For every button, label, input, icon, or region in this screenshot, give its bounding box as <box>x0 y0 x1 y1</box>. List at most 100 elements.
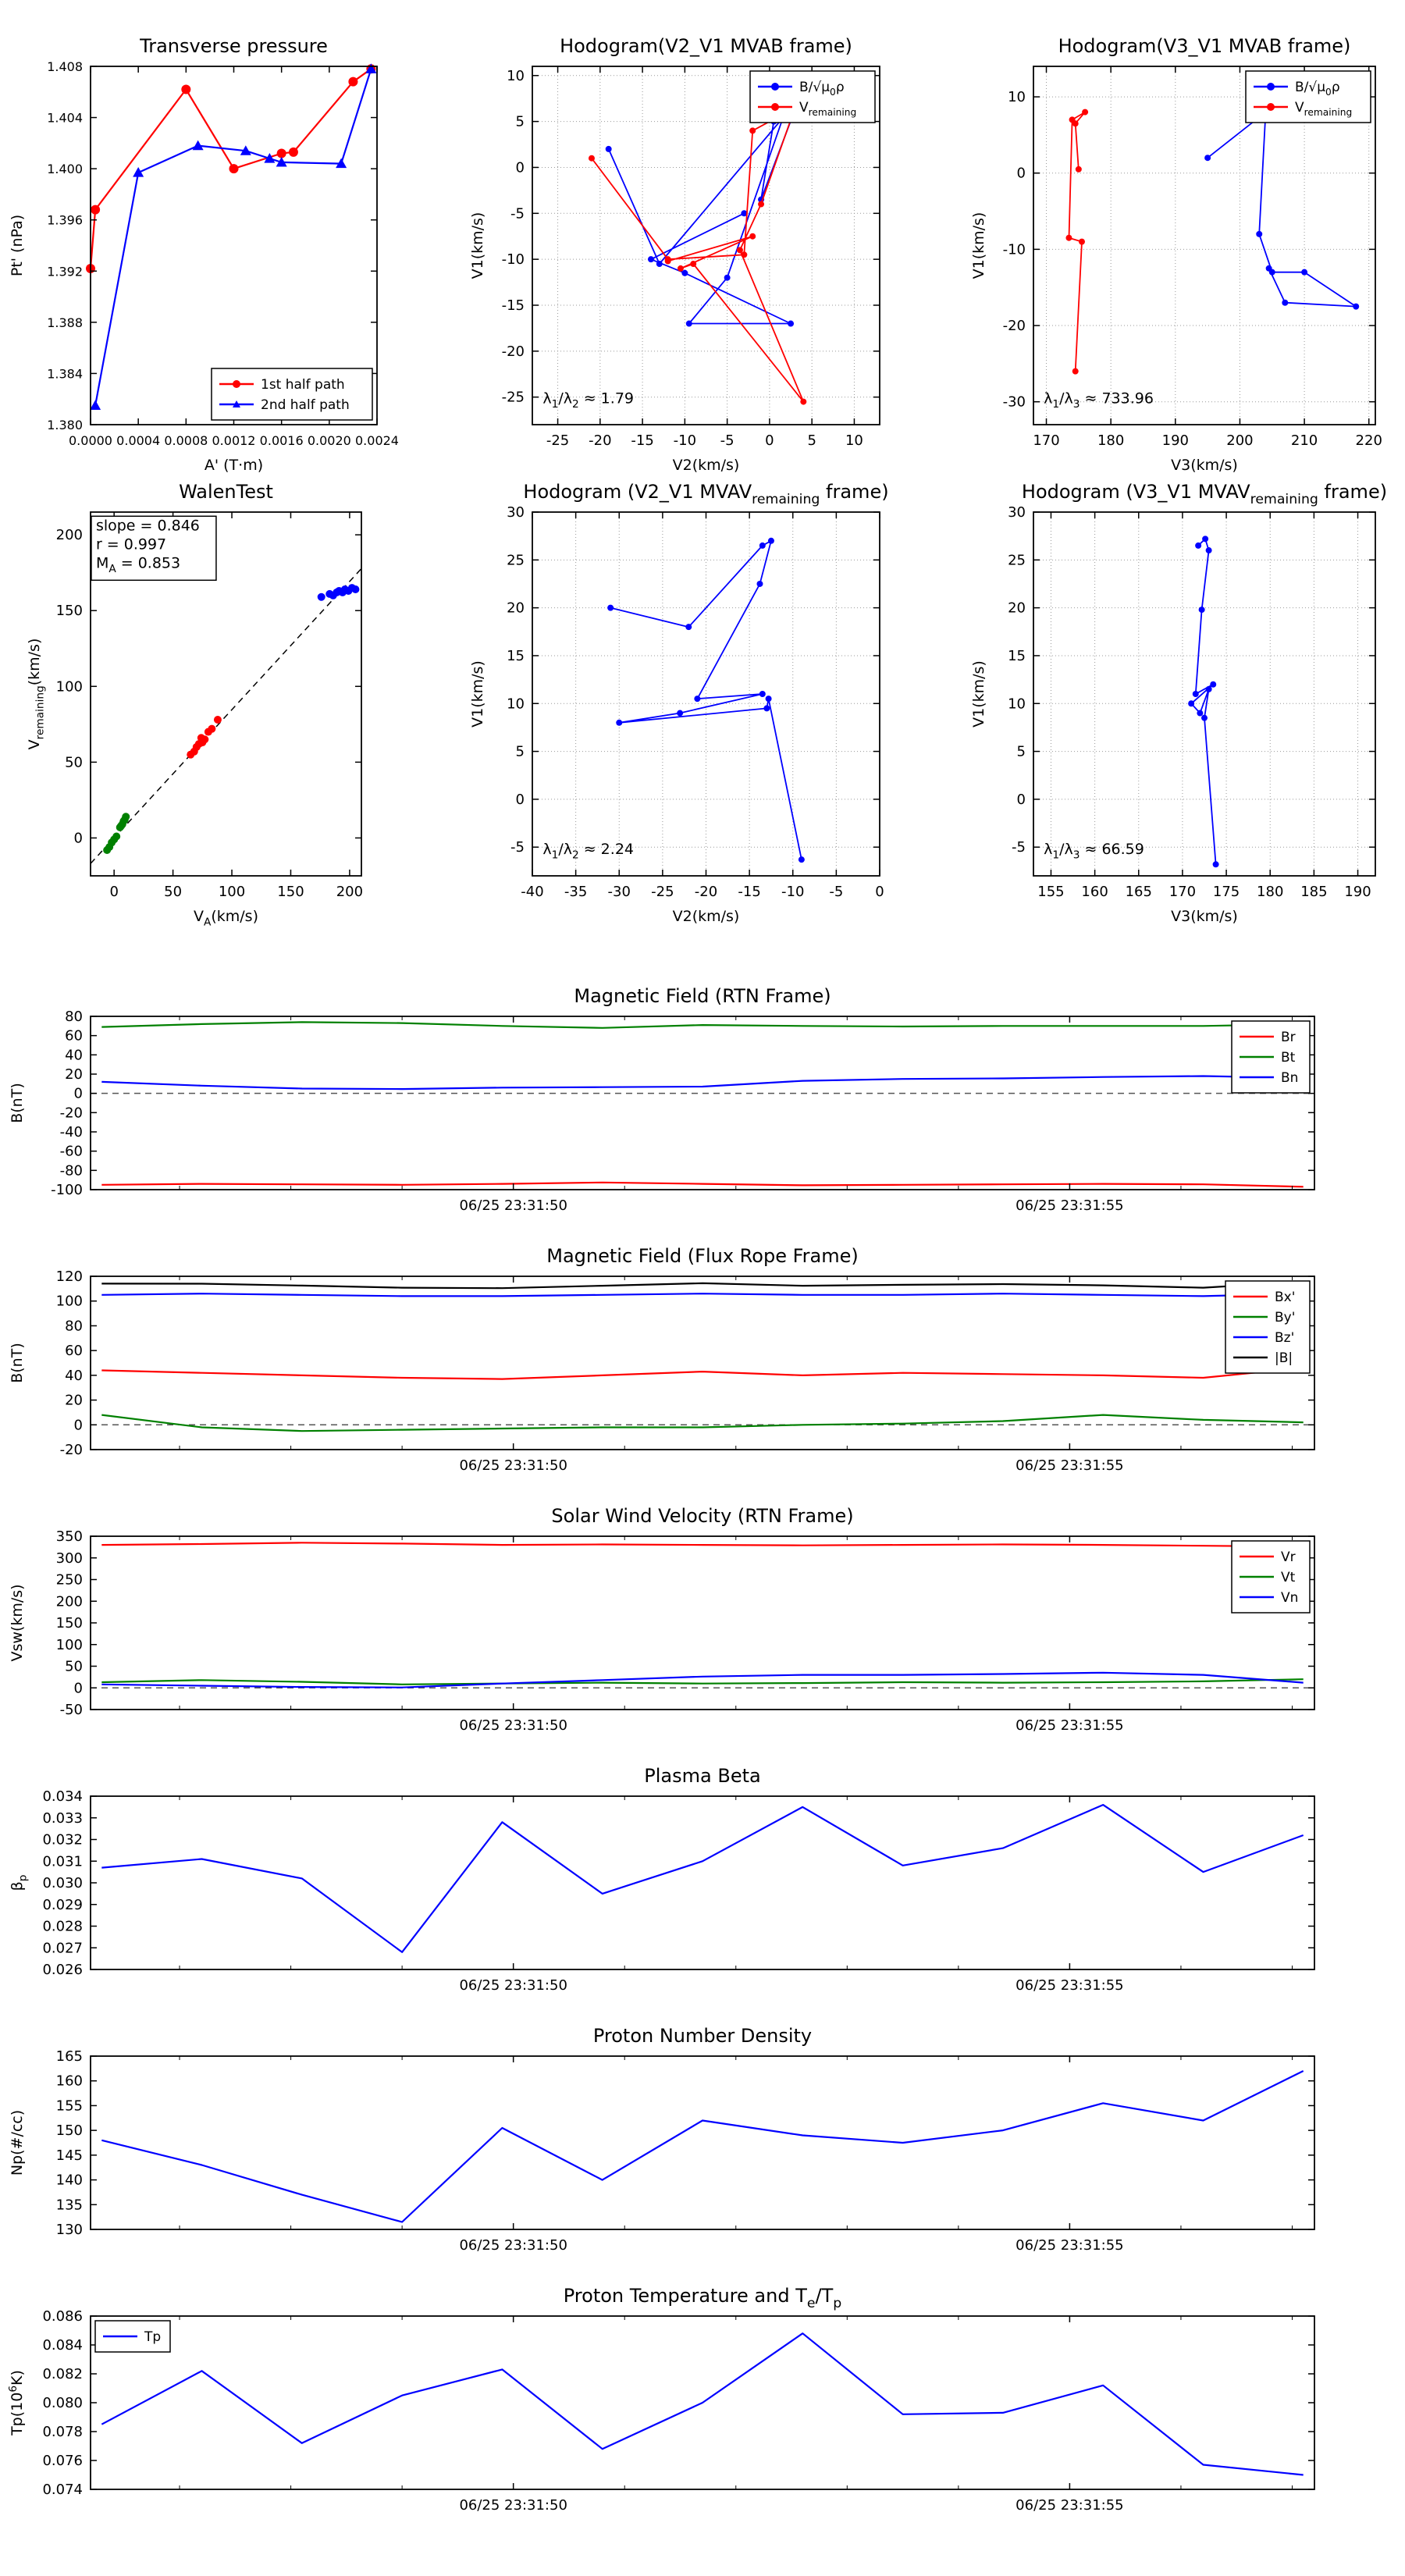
y-axis-label: βp <box>9 1875 30 1891</box>
marker-dot <box>616 719 623 726</box>
legend-label: Bx' <box>1275 1290 1295 1305</box>
x-tick-label: 185 <box>1300 884 1327 900</box>
x-tick-label: 5 <box>807 432 816 449</box>
legend-label: Tp <box>144 2329 161 2345</box>
y-tick-label: 50 <box>65 1659 83 1675</box>
y-tick-label: -40 <box>60 1124 83 1140</box>
marker-circle <box>288 147 298 157</box>
y-axis-label: Vsw(km/s) <box>9 1584 26 1661</box>
marker-dot <box>1072 368 1079 375</box>
y-tick-label: 0 <box>74 1680 83 1696</box>
series-2nd half path <box>94 68 372 406</box>
marker-dot <box>1301 269 1308 276</box>
y-tick-label: 0.034 <box>42 1788 83 1805</box>
y-tick-label: 0 <box>516 159 525 176</box>
chart-title: Proton Temperature and Te/Tp <box>564 2285 842 2311</box>
annotation-text: r = 0.997 <box>96 535 166 553</box>
y-tick-label: -15 <box>502 297 525 314</box>
x-tick-label: 0.0024 <box>355 433 399 448</box>
y-axis-label: V1(km/s) <box>469 212 486 279</box>
x-tick-label: -40 <box>521 884 543 900</box>
y-tick-label: 80 <box>65 1318 83 1334</box>
x-axis-label: A' (T·m) <box>205 457 263 474</box>
legend-box <box>749 70 876 123</box>
y-tick-label: 10 <box>507 696 525 712</box>
y-tick-label: 1.404 <box>47 111 83 126</box>
axes-frame <box>90 1276 1315 1450</box>
marker-dot <box>1201 714 1208 721</box>
x-tick-label: 06/25 23:31:50 <box>459 1457 567 1474</box>
y-tick-label: 50 <box>65 754 83 770</box>
plot-area <box>91 66 377 425</box>
y-tick-label: 150 <box>56 1615 83 1631</box>
y-tick-label: 25 <box>1008 552 1026 568</box>
x-tick-label: 06/25 23:31:55 <box>1016 1197 1123 1214</box>
marker-dot <box>1205 547 1212 554</box>
y-tick-label: 165 <box>56 2048 83 2065</box>
chart-title: Hodogram(V2_V1 MVAB frame) <box>560 35 852 57</box>
axes-frame <box>1033 511 1376 877</box>
marker-dot <box>1267 103 1275 111</box>
chart-transverse-pressure: 0.0000 0.0004 0.0008 0.0012 0.0016 0.0020 0.00… <box>9 35 399 474</box>
chart-title: Magnetic Field (RTN Frame) <box>574 985 831 1007</box>
legend-label: 1st half path <box>261 377 345 393</box>
reference-line <box>90 568 362 864</box>
annotation-text: λ1/λ2 ≈ 2.24 <box>542 841 634 862</box>
y-tick-label: 20 <box>507 600 525 617</box>
y-tick-label: -20 <box>502 343 525 360</box>
chart-proton-number-density: 06/25 23:31:50 06/25 23:31:55 130 135 140 145… <box>9 2025 1315 2254</box>
chart-walen-test: 0 50 100 150 200 0 50 100 150 200 WalenTest VA(km/s… <box>26 481 363 929</box>
y-tick-label: -30 <box>1003 394 1026 411</box>
annotation-text: λ1/λ3 ≈ 66.59 <box>1044 841 1144 862</box>
x-tick-label: 175 <box>1213 884 1240 900</box>
chart-title: WalenTest <box>179 481 273 503</box>
x-tick-label: 06/25 23:31:50 <box>459 1977 567 1994</box>
y-axis-label: V1(km/s) <box>970 212 987 279</box>
x-tick-label: -15 <box>738 884 760 900</box>
y-axis-label: Pt' (nPa) <box>9 215 26 276</box>
y-tick-label: 0.029 <box>42 1897 83 1913</box>
x-tick-label: 0 <box>875 884 884 900</box>
y-axis-label: B(nT) <box>9 1083 26 1123</box>
x-tick-label: 06/25 23:31:55 <box>1016 1977 1123 1994</box>
plot-area <box>91 1016 1314 1190</box>
series-Np <box>101 2070 1304 2223</box>
series-Bt <box>101 1021 1304 1029</box>
y-tick-label: 1.400 <box>47 162 83 176</box>
plot-area <box>1033 66 1375 425</box>
marker-dot <box>588 155 595 162</box>
series-Bz' <box>101 1293 1304 1297</box>
y-tick-label: 350 <box>56 1528 83 1545</box>
marker-triangle <box>264 153 276 163</box>
x-tick-label: 170 <box>1033 432 1059 449</box>
y-tick-label: 0.084 <box>42 2337 83 2354</box>
x-axis-label: VA(km/s) <box>194 908 258 929</box>
x-tick-label: -25 <box>546 432 569 449</box>
legend-box <box>1225 1280 1311 1374</box>
y-tick-label: 10 <box>1008 89 1026 105</box>
y-axis-label: Np(#/cc) <box>9 2110 26 2176</box>
x-tick-label: 200 <box>1226 432 1253 449</box>
legend-label: Vt <box>1281 1570 1296 1585</box>
marker-dot <box>677 710 684 717</box>
x-tick-label: 180 <box>1257 884 1283 900</box>
marker-dot <box>1282 299 1289 306</box>
y-tick-label: 15 <box>1008 648 1026 664</box>
marker-triangle <box>276 156 287 167</box>
marker-dot <box>788 320 795 327</box>
y-tick-label: 0 <box>74 1417 83 1433</box>
x-tick-label: 100 <box>219 884 245 900</box>
legend-label: B/√μ0ρ <box>799 80 845 98</box>
marker-dot <box>756 580 763 587</box>
x-tick-label: 06/25 23:31:50 <box>459 1197 567 1214</box>
y-tick-label: 100 <box>56 678 83 695</box>
y-tick-label: -60 <box>60 1144 83 1160</box>
x-tick-label: -20 <box>695 884 717 900</box>
y-tick-label: 300 <box>56 1550 83 1567</box>
chart-hodogram-v2v1-mvav: -40 -35 -30 -25 -20 -15 -10 -5 0 -5 0 5 10 15 20 25 30Ho… <box>469 481 889 925</box>
x-axis-label: V3(km/s) <box>1171 457 1238 474</box>
x-tick-label: -15 <box>631 432 653 449</box>
marker-dot <box>724 274 731 281</box>
x-tick-label: -30 <box>608 884 631 900</box>
y-tick-label: 0 <box>1017 165 1026 182</box>
